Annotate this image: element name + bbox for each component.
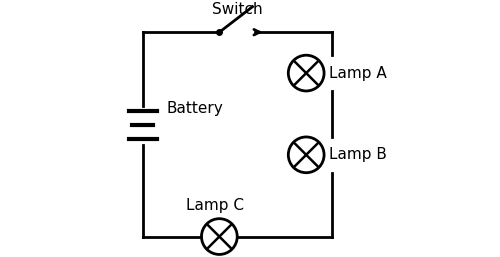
- Text: Lamp A: Lamp A: [329, 66, 387, 81]
- Text: Battery: Battery: [167, 101, 224, 116]
- Text: Lamp B: Lamp B: [329, 147, 387, 162]
- Text: Lamp C: Lamp C: [186, 198, 244, 213]
- Text: Switch: Switch: [212, 2, 262, 17]
